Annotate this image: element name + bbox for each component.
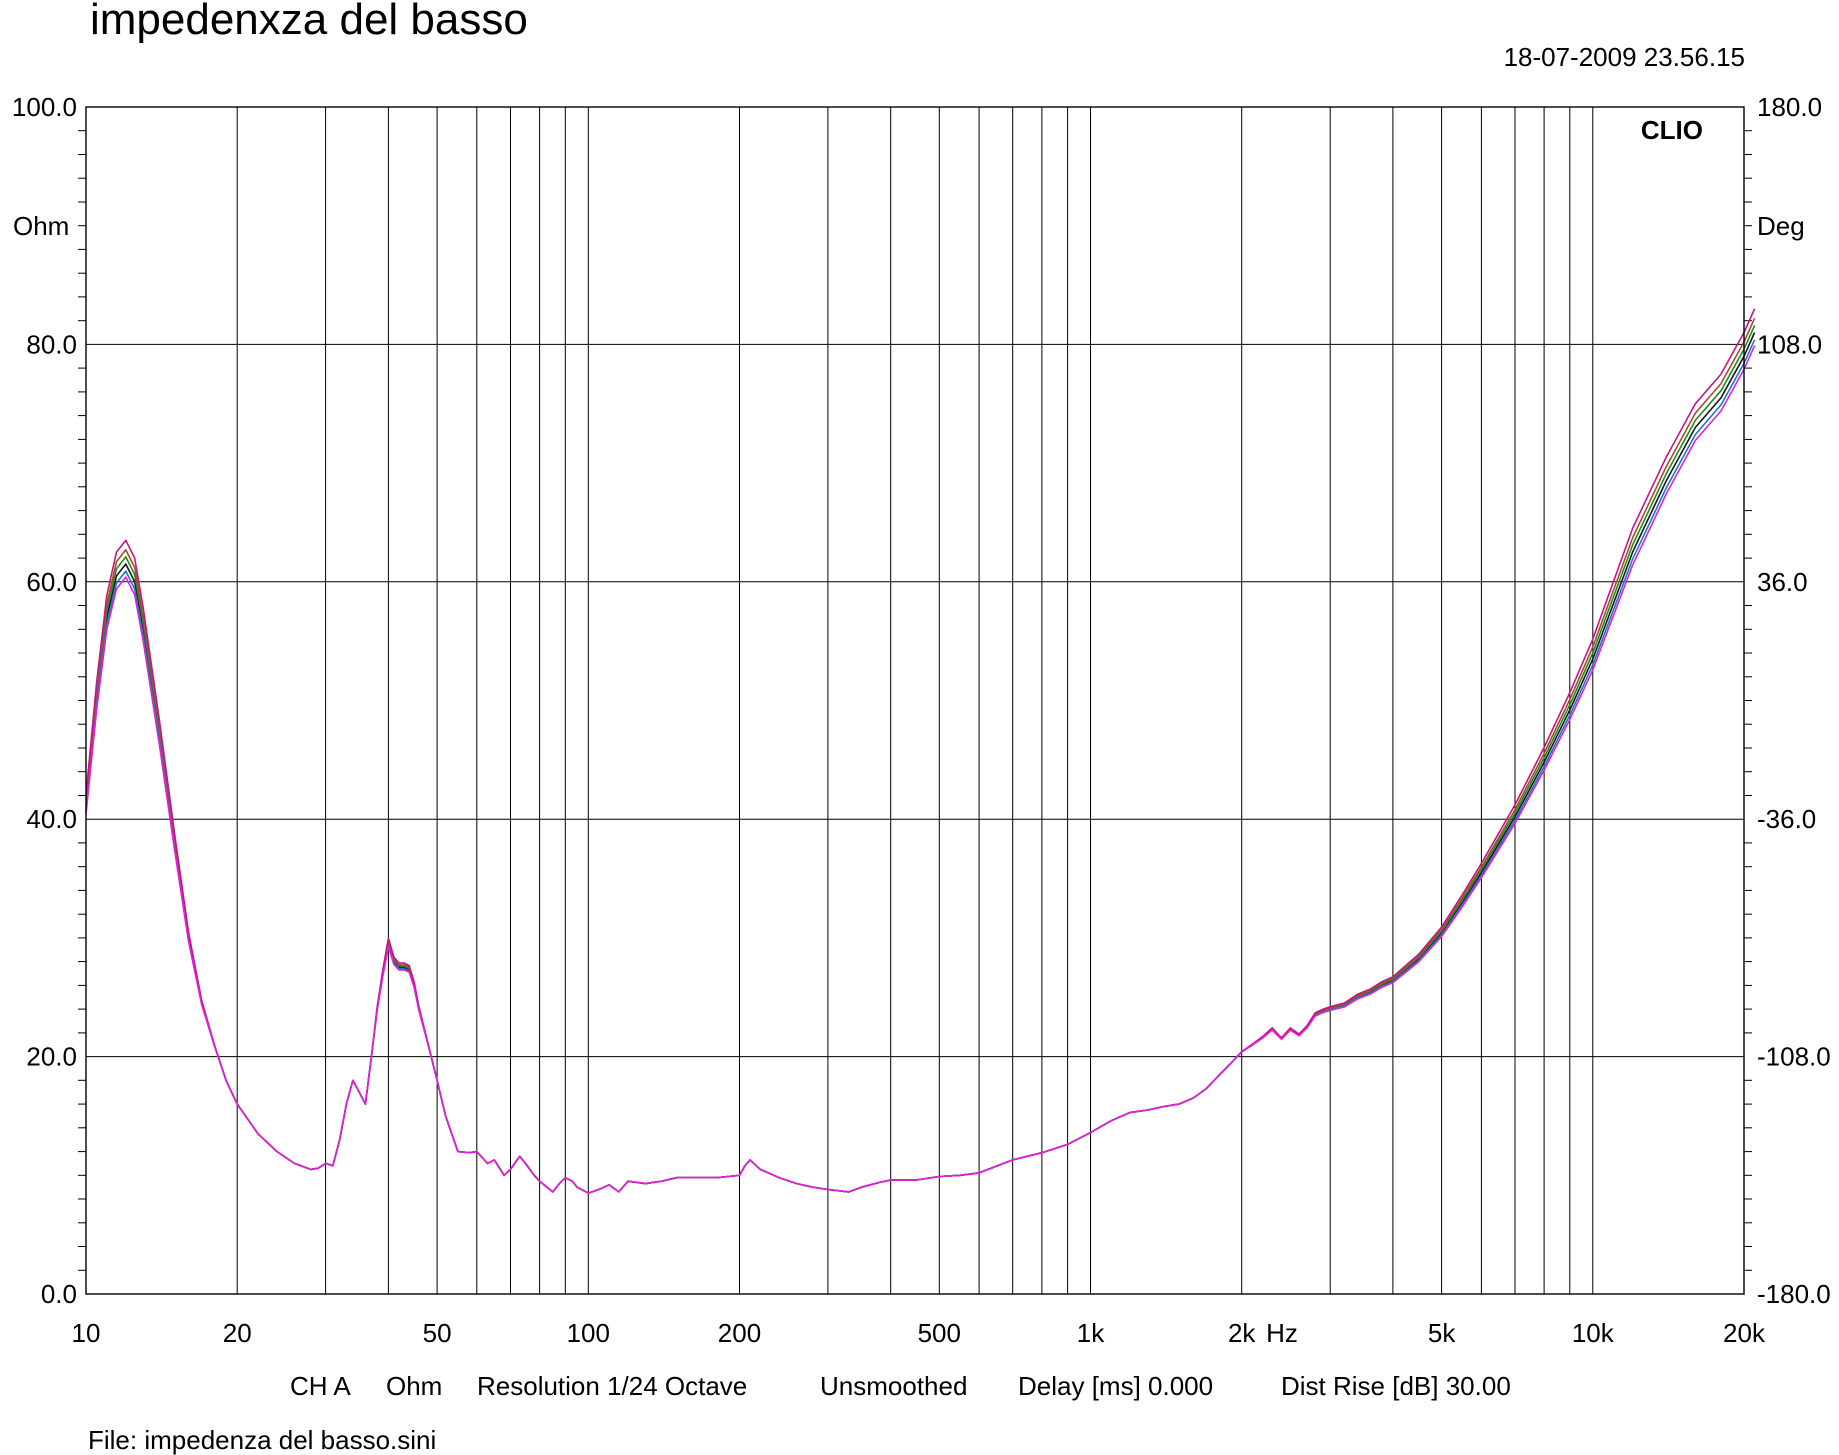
- footer-unit: Ohm: [386, 1371, 442, 1401]
- y-right-tick-label: 108.0: [1757, 329, 1822, 359]
- footer-dist-rise: Dist Rise [dB] 30.00: [1281, 1371, 1511, 1401]
- left-unit-label: Ohm: [13, 211, 69, 241]
- x-tick-label: 20: [223, 1318, 252, 1348]
- grid: [86, 107, 1745, 1294]
- x-tick-label: 2k: [1228, 1318, 1256, 1348]
- footer-channel: CH A: [290, 1371, 351, 1401]
- brand-label: CLIO: [1641, 115, 1703, 145]
- y-right-tick-label: -180.0: [1757, 1279, 1831, 1309]
- impedance-series-line: [85, 325, 1756, 1194]
- y-left-tick-label: 60.0: [26, 567, 77, 597]
- series-group: [85, 308, 1756, 1194]
- timestamp: 18-07-2009 23.56.15: [1504, 42, 1745, 72]
- x-tick-label: 10k: [1572, 1318, 1615, 1348]
- y-left-tick-label: 40.0: [26, 804, 77, 834]
- x-tick-label: 100: [567, 1318, 610, 1348]
- minor-ticks: [78, 130, 1752, 1271]
- plot-frame: [85, 106, 1745, 1295]
- impedance-series-line: [85, 339, 1756, 1194]
- footer-delay: Delay [ms] 0.000: [1018, 1371, 1213, 1401]
- y-left-tick-label: 80.0: [26, 329, 77, 359]
- x-tick-label: 1k: [1077, 1318, 1105, 1348]
- impedance-series-line: [85, 308, 1756, 1194]
- x-unit-label: Hz: [1266, 1318, 1298, 1348]
- footer-smoothing: Unsmoothed: [820, 1371, 967, 1401]
- chart-title: impedenxza del basso: [90, 0, 528, 44]
- y-left-tick-label: 0.0: [41, 1279, 77, 1309]
- footer-resolution: Resolution 1/24 Octave: [477, 1371, 747, 1401]
- y-right-tick-label: -108.0: [1757, 1042, 1831, 1072]
- x-tick-label: 50: [423, 1318, 452, 1348]
- footer-file: File: impedenza del basso.sini: [88, 1425, 436, 1455]
- axis-labels: 10 20 50 100 200 500 1k 2k 5k 10k 20k 0.0 20.0 40.0 60…: [12, 92, 1831, 1348]
- y-left-tick-label: 100.0: [12, 92, 77, 122]
- x-tick-label: 10: [72, 1318, 101, 1348]
- impedance-series-line: [85, 332, 1756, 1194]
- x-tick-label: 20k: [1723, 1318, 1766, 1348]
- y-right-tick-label: 180.0: [1757, 92, 1822, 122]
- right-unit-label: Deg: [1757, 211, 1805, 241]
- x-tick-label: 5k: [1428, 1318, 1456, 1348]
- impedance-series-line: [85, 345, 1756, 1194]
- y-right-tick-label: 36.0: [1757, 567, 1808, 597]
- x-tick-label: 500: [918, 1318, 961, 1348]
- y-right-tick-label: -36.0: [1757, 804, 1816, 834]
- x-tick-label: 200: [718, 1318, 761, 1348]
- impedance-series-line: [85, 317, 1756, 1194]
- y-left-tick-label: 20.0: [26, 1042, 77, 1072]
